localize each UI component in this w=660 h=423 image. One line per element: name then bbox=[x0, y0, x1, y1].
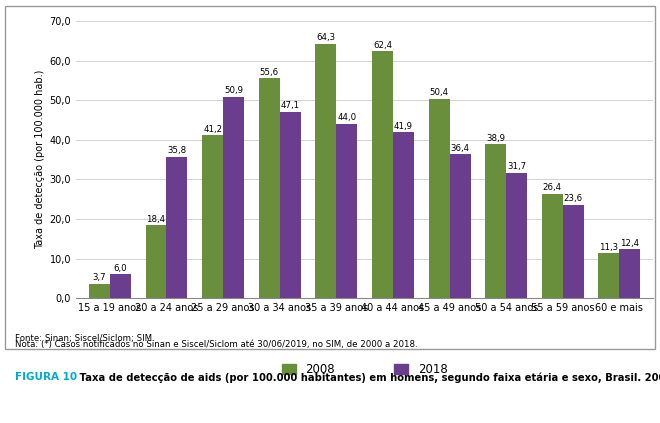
Text: 62,4: 62,4 bbox=[373, 41, 392, 49]
Bar bbox=[372, 51, 393, 298]
Bar bbox=[506, 173, 527, 298]
Text: 44,0: 44,0 bbox=[337, 113, 356, 123]
Text: 3,7: 3,7 bbox=[92, 273, 106, 282]
Text: 38,9: 38,9 bbox=[486, 134, 505, 143]
Bar bbox=[110, 275, 131, 298]
Text: 11,3: 11,3 bbox=[599, 243, 618, 252]
Text: Taxa de detecção de aids (por 100.000 habitantes) em homens, segundo faixa etári: Taxa de detecção de aids (por 100.000 ha… bbox=[76, 372, 660, 383]
Bar bbox=[259, 78, 280, 298]
Y-axis label: Taxa de detecção (por 100.000 hab.): Taxa de detecção (por 100.000 hab.) bbox=[35, 70, 46, 250]
Text: 23,6: 23,6 bbox=[564, 194, 583, 203]
Text: 31,7: 31,7 bbox=[507, 162, 526, 171]
Bar bbox=[280, 112, 301, 298]
Text: 6,0: 6,0 bbox=[114, 264, 127, 273]
Bar bbox=[89, 283, 110, 298]
Bar bbox=[166, 157, 187, 298]
Text: 64,3: 64,3 bbox=[316, 33, 335, 42]
Bar bbox=[337, 124, 357, 298]
Text: FIGURA 10: FIGURA 10 bbox=[15, 372, 77, 382]
Text: 47,1: 47,1 bbox=[280, 101, 300, 110]
Bar bbox=[542, 194, 563, 298]
Bar bbox=[393, 132, 414, 298]
Bar bbox=[599, 253, 620, 298]
Text: 18,4: 18,4 bbox=[147, 215, 166, 224]
Text: 41,9: 41,9 bbox=[394, 122, 413, 131]
Bar bbox=[620, 249, 640, 298]
Text: 50,4: 50,4 bbox=[430, 88, 449, 97]
Text: 41,2: 41,2 bbox=[203, 124, 222, 134]
Text: Nota: (*) Casos notificados no Sinan e Siscel/Siclom até 30/06/2019, no SIM, de : Nota: (*) Casos notificados no Sinan e S… bbox=[15, 340, 417, 349]
Bar bbox=[449, 154, 471, 298]
Bar bbox=[428, 99, 449, 298]
Text: 55,6: 55,6 bbox=[259, 68, 279, 77]
Bar bbox=[146, 225, 166, 298]
Text: Fonte: Sinan; Siscel/Siclom; SIM.: Fonte: Sinan; Siscel/Siclom; SIM. bbox=[15, 335, 154, 343]
Text: 26,4: 26,4 bbox=[543, 183, 562, 192]
Bar bbox=[315, 44, 337, 298]
Bar bbox=[563, 205, 583, 298]
Bar bbox=[485, 144, 506, 298]
Legend: 2008, 2018: 2008, 2018 bbox=[277, 359, 452, 381]
Text: 36,4: 36,4 bbox=[451, 143, 470, 153]
Bar bbox=[202, 135, 223, 298]
Bar bbox=[223, 97, 244, 298]
Text: 12,4: 12,4 bbox=[620, 239, 640, 247]
Text: 50,9: 50,9 bbox=[224, 86, 243, 95]
Text: 35,8: 35,8 bbox=[168, 146, 187, 155]
